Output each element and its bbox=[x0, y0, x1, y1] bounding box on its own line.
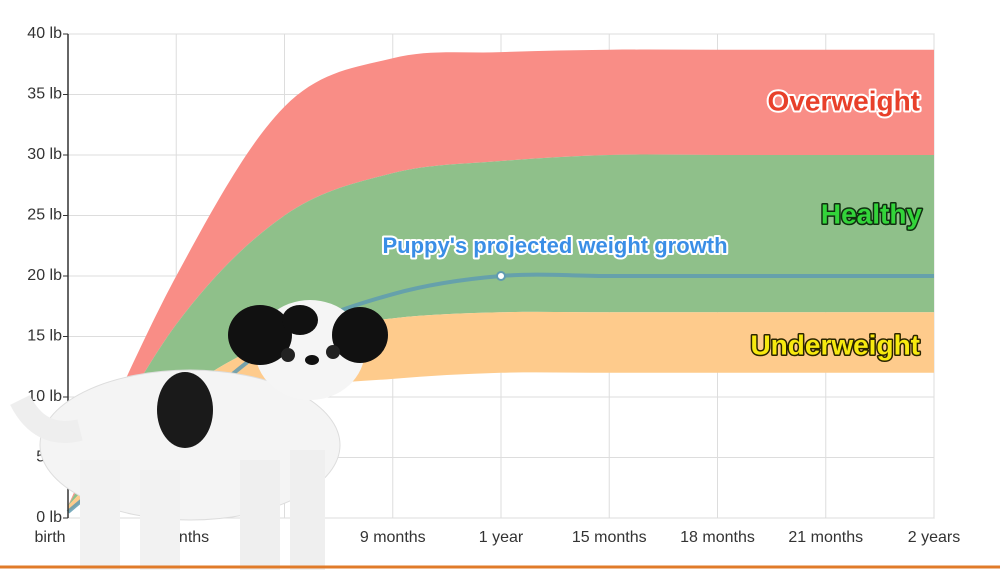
x-tick-label: 2 years bbox=[908, 529, 960, 546]
x-tick-label: birth bbox=[34, 529, 65, 546]
band bbox=[68, 154, 934, 506]
band-label: Underweight bbox=[750, 329, 920, 360]
y-tick-label: 25 lb bbox=[27, 207, 62, 224]
labels: Overweight Healthy Underweight Puppy's p… bbox=[380, 83, 923, 362]
dog-photo bbox=[10, 300, 388, 570]
y-tick-label: 15 lb bbox=[27, 328, 62, 345]
band bbox=[68, 49, 934, 506]
y-tick-label: 40 lb bbox=[27, 25, 62, 42]
x-tick-label: 15 months bbox=[572, 529, 647, 546]
point bbox=[496, 271, 506, 281]
y-tick-label: 10 lb bbox=[27, 388, 62, 405]
band-label: Overweight bbox=[768, 85, 920, 116]
x-tick-label: 1 year bbox=[479, 529, 524, 546]
x-tick-label: 21 months bbox=[788, 529, 863, 546]
line-label: Puppy's projected weight growth bbox=[382, 233, 727, 258]
y-tick-label: 30 lb bbox=[27, 146, 62, 163]
x-tick-label: 9 months bbox=[360, 529, 426, 546]
y-tick-label: 20 lb bbox=[27, 267, 62, 284]
band-label: Healthy bbox=[821, 198, 923, 229]
y-tick-label: 0 lb bbox=[36, 509, 62, 526]
y-tick-label: 35 lb bbox=[27, 86, 62, 103]
x-tick-label: 18 months bbox=[680, 529, 755, 546]
